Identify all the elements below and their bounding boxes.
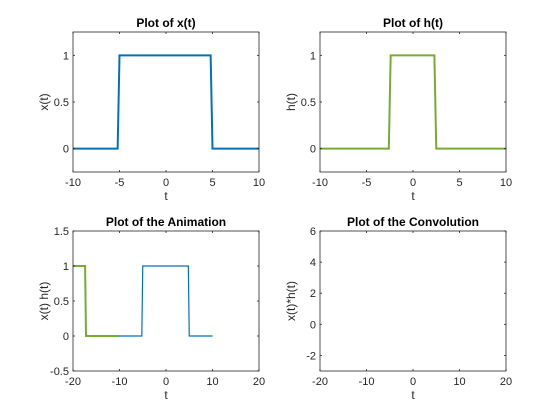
x-tick-label: 5 <box>209 177 215 189</box>
y-tick-label: 0 <box>310 319 316 331</box>
chart-title: Plot of h(t) <box>383 16 443 30</box>
y-tick-label: 0.5 <box>54 296 69 308</box>
y-tick-label: 4 <box>310 257 316 269</box>
y-axis-label: x(t) h(t) <box>37 282 51 321</box>
x-tick-label: -10 <box>65 177 81 189</box>
x-tick-label: 0 <box>163 376 169 388</box>
y-tick-label: 6 <box>310 226 316 238</box>
x-tick-label: -5 <box>115 177 125 189</box>
series-line-1 <box>73 54 259 150</box>
x-axis-label: t <box>411 388 415 402</box>
series-line-1 <box>320 54 506 150</box>
y-tick-label: 0.5 <box>54 97 69 109</box>
x-axis-label: t <box>164 189 168 203</box>
y-tick-label: -0.5 <box>50 366 69 378</box>
x-tick-label: 5 <box>456 177 462 189</box>
plot-area <box>73 32 259 172</box>
chart-title: Plot of the Animation <box>106 215 226 229</box>
y-axis-label: x(t)*h(t) <box>284 281 298 321</box>
y-tick-label: 0 <box>63 331 69 343</box>
subplot-2: -10 -5 0 5 10 0 0.5 1 Plot of h(t) t h(t) <box>284 16 512 203</box>
subplot-1: -10 -5 0 5 10 0 0.5 1 Plot of x(t) t x(t) <box>37 16 265 203</box>
x-tick-label: -5 <box>362 177 372 189</box>
y-tick-label: 0 <box>310 144 316 156</box>
subplot-3: -20 -10 0 10 20 -0.5 0 0.5 1 1.5 Plot of the Anima… <box>37 215 265 402</box>
x-tick-label: 10 <box>206 376 218 388</box>
plot-area <box>320 231 506 371</box>
x-tick-label: -20 <box>65 376 81 388</box>
x-tick-label: 10 <box>500 177 512 189</box>
x-tick-label: 20 <box>253 376 265 388</box>
y-tick-label: 0 <box>63 144 69 156</box>
y-tick-label: 0.5 <box>301 97 316 109</box>
y-tick-label: 1 <box>63 261 69 273</box>
y-axis-label: h(t) <box>284 93 298 111</box>
y-tick-label: 2 <box>310 288 316 300</box>
y-tick-label: 1.5 <box>54 226 69 238</box>
x-tick-label: 10 <box>453 376 465 388</box>
x-tick-label: -20 <box>312 376 328 388</box>
y-tick-label: 1 <box>310 50 316 62</box>
x-tick-label: 0 <box>410 177 416 189</box>
x-tick-label: 0 <box>410 376 416 388</box>
series-line-1 <box>119 265 213 337</box>
x-axis-label: t <box>164 388 168 402</box>
y-tick-label: 1 <box>63 50 69 62</box>
x-tick-label: 10 <box>253 177 265 189</box>
chart-title: Plot of the Convolution <box>347 215 479 229</box>
series-line-2 <box>73 265 120 337</box>
x-tick-label: 0 <box>163 177 169 189</box>
plot-area <box>320 32 506 172</box>
plot-area <box>73 231 259 371</box>
x-tick-label: -10 <box>312 177 328 189</box>
x-tick-label: -10 <box>112 376 128 388</box>
y-tick-label: -2 <box>306 350 316 362</box>
x-axis-label: t <box>411 189 415 203</box>
x-tick-label: 20 <box>500 376 512 388</box>
x-tick-label: -10 <box>359 376 375 388</box>
chart-title: Plot of x(t) <box>136 16 195 30</box>
y-axis-label: x(t) <box>37 93 51 110</box>
